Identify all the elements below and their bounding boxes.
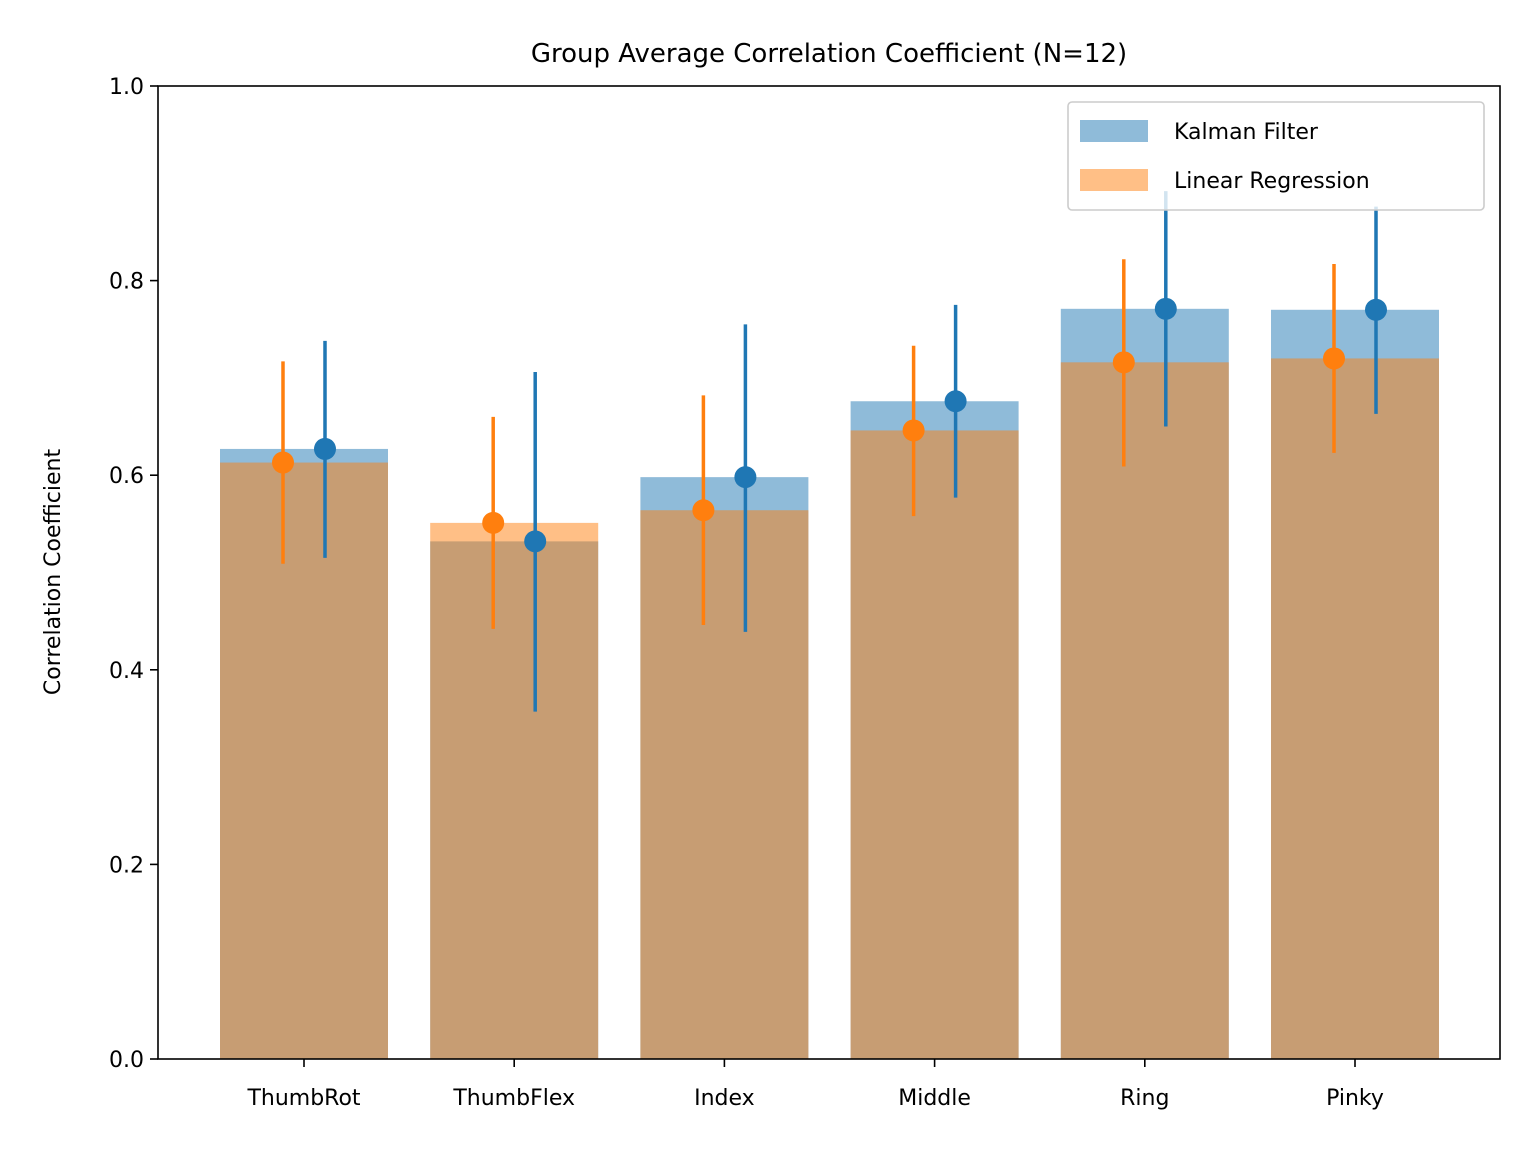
axes-layer: 0.0 0.2 0.4 0.6 0.8 1.0 ThumbRot ThumbFlex Index… [109,75,1501,1111]
legend-label-kalman: Kalman Filter [1174,120,1319,145]
bar-linear-thumbrot [220,462,388,1059]
point-linear-thumbrot [272,451,294,474]
bar-linear-thumbflex [430,522,599,1059]
y-tick-label: 0.0 [109,1048,144,1073]
point-linear-ring [1112,351,1135,374]
legend-label-linear: Linear Regression [1174,169,1370,194]
point-kalman-middle [944,390,967,413]
y-tick-label: 0.2 [109,853,144,878]
legend-box [1067,101,1485,211]
point-kalman-ring [1154,297,1177,320]
bar-linear-pinky [1271,358,1439,1059]
x-tick-label: ThumbFlex [452,1086,575,1111]
point-kalman-pinky [1365,298,1387,321]
bar-linear-index [640,510,809,1059]
point-kalman-thumbflex [524,530,547,553]
legend-swatch-kalman [1080,120,1148,142]
y-tick-label: 0.6 [109,464,144,489]
y-tick-label: 0.8 [109,270,144,295]
plot-frame [157,85,1501,1060]
bar-linear-middle [850,430,1019,1059]
legend-swatch-linear [1080,169,1148,191]
point-linear-index [692,499,715,522]
point-linear-middle [902,419,925,442]
point-kalman-thumbrot [314,437,336,460]
x-tick-label: Index [694,1086,755,1111]
bars-layer [220,308,1439,1060]
legend: Kalman Filter Linear Regression [1067,101,1485,211]
point-linear-pinky [1323,347,1345,370]
bar-linear-ring [1060,362,1229,1059]
errorbars-layer [272,191,1387,712]
x-tick-label: Ring [1120,1086,1169,1111]
chart-title: Group Average Correlation Coefficient (N… [531,39,1127,69]
y-axis-label: Correlation Coefficient [41,449,66,696]
y-tick-label: 1.0 [109,75,144,100]
x-tick-label: Middle [898,1086,971,1111]
point-kalman-index [734,466,757,489]
x-tick-label: ThumbRot [246,1086,360,1111]
y-tick-label: 0.4 [109,659,144,684]
x-tick-label: Pinky [1326,1086,1384,1111]
point-linear-thumbflex [482,511,505,534]
